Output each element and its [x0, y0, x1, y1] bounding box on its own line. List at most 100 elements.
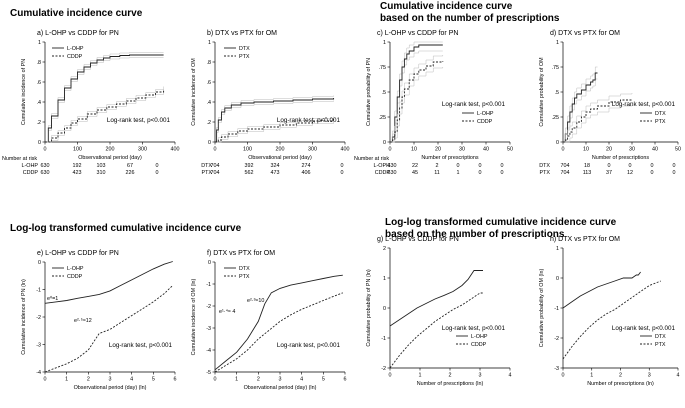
header-top-right-line2: based on the number of prescriptions [380, 13, 560, 24]
x-tick-label: 3 [109, 377, 112, 383]
series-line-ptx [215, 119, 335, 143]
panel-title: f) DTX vs PTX for OM [207, 250, 275, 257]
x-tick-label: 5 [322, 377, 325, 383]
x-tick-label: 100 [73, 147, 82, 153]
series-line-cddp [389, 292, 483, 369]
x-tick-label: 0 [214, 147, 217, 153]
y-tick-label: -4 [206, 348, 211, 354]
y-tick-label: -3 [36, 343, 41, 349]
x-tick-label: 3 [479, 373, 482, 379]
y-axis-label: Cumulative probability of OM [539, 57, 545, 127]
x-tick-label: 0 [44, 147, 47, 153]
ci-upper-ptx [563, 93, 633, 143]
logrank-annotation: Log-rank test, p<0.001 [612, 325, 676, 332]
series-line-ptx [562, 280, 661, 360]
y-tick-label: -1 [381, 336, 386, 342]
header-bottom-right-line1: Log-log transformed cumulative incidence… [385, 217, 617, 228]
series-line-ptx [214, 292, 343, 373]
legend-label: DTX [239, 266, 250, 272]
y-tick-label: .8 [37, 60, 42, 66]
series-line-ptx [563, 99, 633, 143]
chart-panels: a) L-OHP vs CDDP for PN0 100 200 300 4000.2.… [21, 30, 681, 391]
x-tick-label: 3 [648, 373, 651, 379]
y-tick-label: 0 [38, 140, 41, 146]
x-tick-label: 0 [562, 147, 565, 153]
logrank-annotation: Log-rank test, p<0.001 [109, 342, 173, 349]
y-tick-label: 1 [556, 40, 559, 46]
y-tick-label: -5 [206, 370, 211, 376]
panel-f: f) DTX vs PTX for OM 0 1 2 3 4 5 6 -5 -4 -3 -2 -1 0 Ob… [191, 250, 347, 391]
risk-cell: 0 [479, 170, 482, 176]
risk-table-label: Number at risk [354, 156, 389, 162]
risk-cell: 226 [126, 170, 135, 176]
series-line-l-ohp [390, 44, 443, 143]
ci-lower-l-ohp [45, 57, 164, 143]
y-tick-label: .25 [379, 115, 387, 121]
x-tick-label: 300 [308, 147, 317, 153]
risk-cell: 113 [583, 170, 592, 176]
legend-label: PTX [239, 54, 250, 60]
ci-lower-ptx [563, 105, 633, 143]
risk-cell: 0 [479, 163, 482, 169]
risk-row-name: DTX [201, 163, 212, 169]
risk-cell: 630 [41, 170, 50, 176]
risk-cell: 562 [245, 170, 254, 176]
risk-cell: 0 [457, 163, 460, 169]
y-tick-label: 0 [556, 140, 559, 146]
x-tick-label: 400 [341, 147, 350, 153]
risk-cell: 324 [271, 163, 280, 169]
y-tick-label: .6 [207, 80, 212, 86]
risk-cell: 274 [302, 163, 311, 169]
risk-cell: 406 [302, 170, 311, 176]
x-tick-label: 0 [214, 377, 217, 383]
x-tick-label: 1 [590, 373, 593, 379]
x-tick-label: 50 [507, 147, 513, 153]
x-tick-label: 1 [65, 377, 68, 383]
risk-cell: 630 [388, 163, 397, 169]
risk-row-name: L-OHP [22, 163, 39, 169]
panel-g: g) L-OHP vs CDDP for PN 0 1 2 3 4 -2 -1 0 1 2 Numbe… [366, 236, 512, 387]
panel-title: d) DTX vs PTX for OM [550, 30, 620, 37]
panel-note: e⁰=1 [47, 296, 58, 302]
y-axis-label: Cumulative incidence of OM (ln) [191, 278, 197, 355]
x-tick-label: 4 [130, 377, 133, 383]
y-tick-label: 0 [38, 260, 41, 266]
y-tick-label: -4 [36, 370, 41, 376]
x-tick-label: 5 [152, 377, 155, 383]
risk-cell: 310 [97, 170, 106, 176]
risk-cell: 0 [156, 163, 159, 169]
x-tick-label: 200 [106, 147, 115, 153]
x-tick-label: 20 [435, 147, 441, 153]
x-tick-label: 300 [138, 147, 147, 153]
risk-row-name: CDDP [23, 170, 39, 176]
y-tick-label: 0 [383, 140, 386, 146]
y-tick-label: 0 [208, 260, 211, 266]
panel-title: g) L-OHP vs CDDP for PN [377, 236, 459, 243]
risk-cell: 0 [673, 163, 676, 169]
ci-upper-ptx [215, 116, 334, 143]
legend-label: L-OHP [67, 46, 84, 52]
x-tick-label: 30 [459, 147, 465, 153]
legend-label: CDDP [471, 342, 487, 348]
panel-c: c) L-OHP vs CDDP for PN 0 10 20 30 40 50 0 .25 .5… [366, 30, 513, 161]
risk-cell: 67 [127, 163, 133, 169]
x-tick-label: 6 [344, 377, 347, 383]
y-tick-label: 0 [208, 140, 211, 146]
risk-row-name: DTX [539, 163, 550, 169]
legend-label: L-OHP [477, 111, 494, 117]
x-axis-label: Number of prescriptions [592, 155, 650, 161]
risk-row-name: PTX [202, 170, 213, 176]
risk-cell: 473 [271, 170, 280, 176]
x-tick-label: 400 [171, 147, 180, 153]
x-tick-label: 4 [300, 377, 303, 383]
risk-cell: 12 [627, 170, 633, 176]
risk-cell: 704 [561, 163, 570, 169]
risk-cell: 0 [651, 170, 654, 176]
x-tick-label: 200 [276, 147, 285, 153]
y-tick-label: 1 [383, 276, 386, 282]
y-tick-label: 0 [556, 276, 559, 282]
x-tick-label: 20 [606, 147, 612, 153]
y-tick-label: .4 [37, 100, 42, 106]
